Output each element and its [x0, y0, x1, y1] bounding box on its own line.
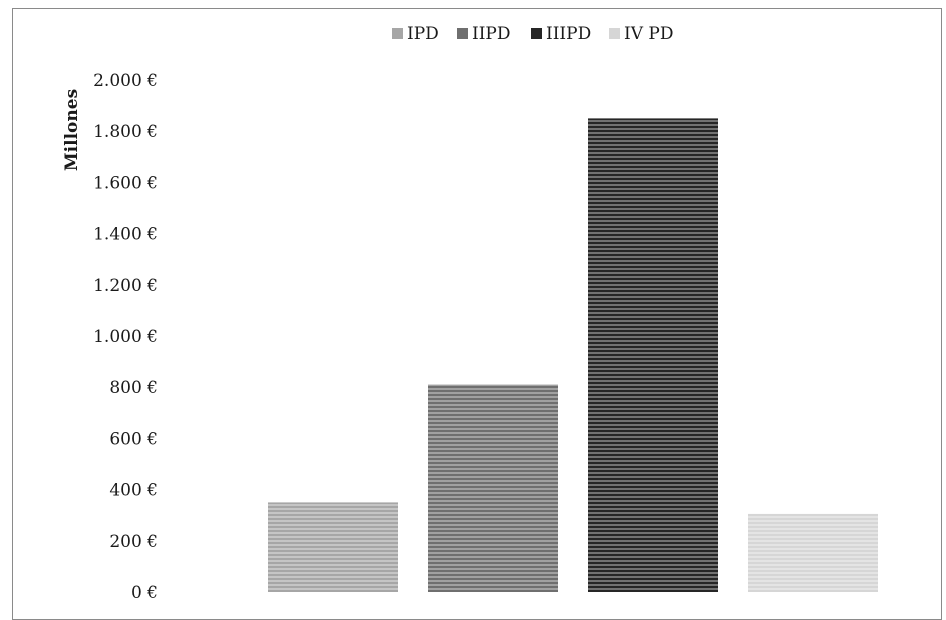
y-tick-label: 600 € — [109, 429, 158, 449]
y-tick-label: 800 € — [109, 378, 158, 398]
bars — [268, 118, 878, 593]
legend-label: IIPD — [472, 24, 511, 44]
y-tick-label: 2.000 € — [93, 71, 158, 91]
legend-swatch — [609, 28, 620, 39]
y-tick-label: 1.600 € — [93, 173, 158, 193]
bar-stripe-overlay — [268, 502, 398, 592]
y-axis-label: Millones — [62, 89, 82, 171]
bar-stripe-overlay — [748, 513, 878, 592]
bar-stripe-overlay — [428, 384, 558, 592]
legend-label: IV PD — [624, 24, 673, 44]
y-tick-label: 0 € — [131, 583, 158, 603]
y-tick-label: 1.800 € — [93, 122, 158, 142]
bar-stripe-overlay — [588, 118, 718, 593]
y-tick-label: 1.400 € — [93, 225, 158, 245]
y-tick-label: 400 € — [109, 481, 158, 501]
bar-chart: IPD IIPD IIIPD IV PD Millones 0 € 200 € 400 €… — [62, 24, 878, 603]
y-tick-label: 1.000 € — [93, 327, 158, 347]
legend-swatch — [457, 28, 468, 39]
legend-label: IIIPD — [546, 24, 591, 44]
y-axis-ticks: 0 € 200 € 400 € 600 € 800 € 1.000 € 1.200 € 1.4… — [93, 71, 158, 603]
legend-label: IPD — [407, 24, 439, 44]
legend: IPD IIPD IIIPD IV PD — [392, 24, 673, 44]
y-tick-label: 200 € — [109, 532, 158, 552]
legend-swatch — [392, 28, 403, 39]
legend-swatch — [531, 28, 542, 39]
y-tick-label: 1.200 € — [93, 276, 158, 296]
